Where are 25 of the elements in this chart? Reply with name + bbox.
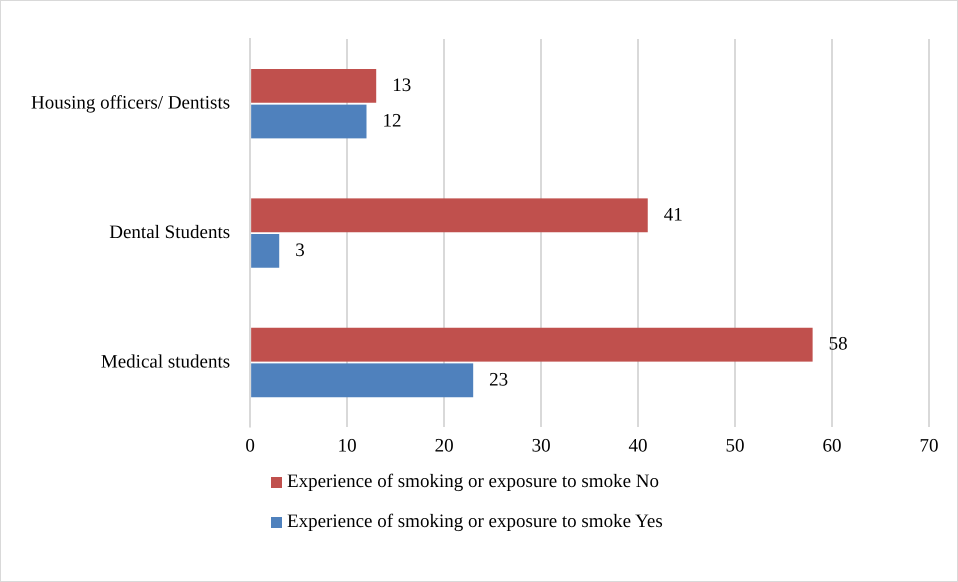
bar (251, 234, 280, 268)
legend-label: Experience of smoking or exposure to smoke Yes (287, 511, 663, 533)
data-label: 23 (489, 369, 508, 390)
x-tick-label: 50 (726, 436, 745, 457)
x-tick-label: 70 (920, 436, 938, 457)
bar (251, 198, 648, 232)
x-tick-label: 60 (822, 436, 842, 457)
y-tick-label: Housing officers/ Dentists (30, 92, 230, 114)
data-label: 41 (664, 204, 683, 226)
bar (251, 69, 376, 103)
data-label: 13 (392, 74, 412, 96)
y-tick-label: Dental Students (109, 222, 230, 244)
x-tick-label: 0 (245, 436, 255, 457)
x-tick-label: 40 (628, 436, 648, 457)
x-tick-label: 10 (338, 436, 357, 457)
y-tick-label: Medical students (100, 351, 230, 372)
data-label: 58 (828, 334, 848, 355)
legend-label: Experience of smoking or exposure to smoke No (287, 471, 659, 493)
bar (251, 363, 474, 398)
x-tick-label: 20 (434, 436, 454, 457)
data-label: 3 (295, 240, 305, 261)
bar (251, 328, 813, 362)
bar (251, 104, 367, 138)
data-label: 12 (382, 110, 402, 132)
x-tick-label: 30 (532, 436, 551, 457)
